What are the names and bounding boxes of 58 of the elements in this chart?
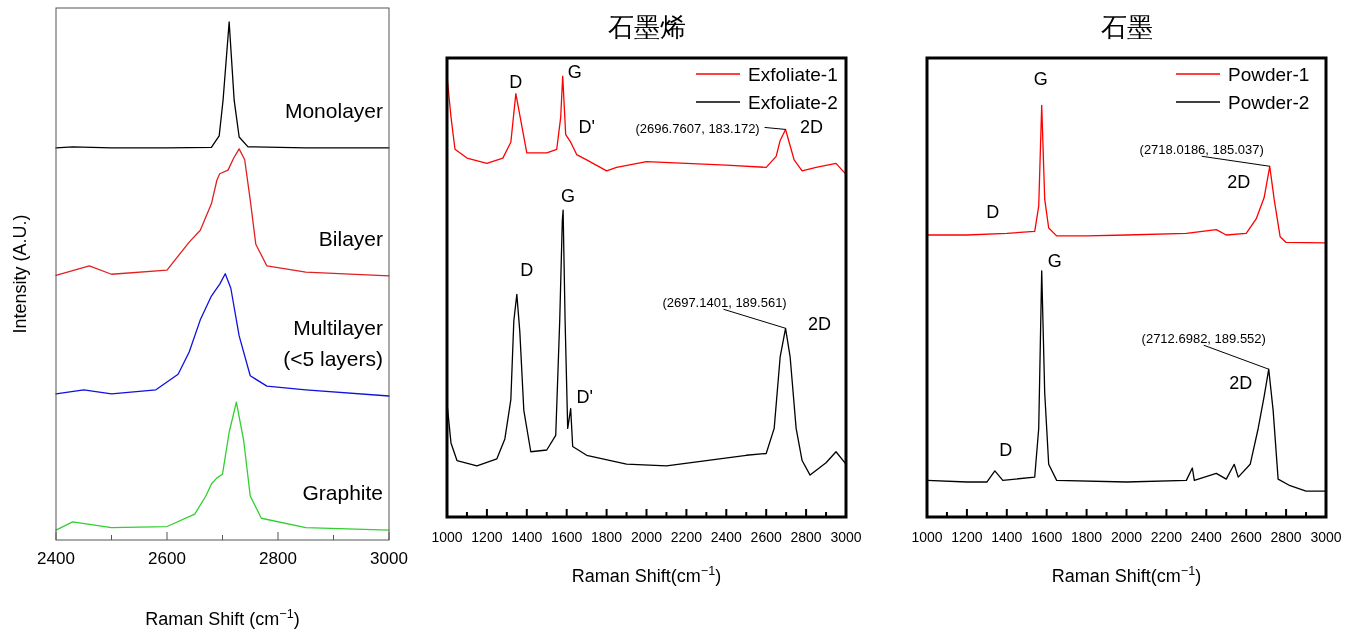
annotation: G <box>1033 69 1048 90</box>
chart-title: 石墨 <box>1100 12 1153 42</box>
legend-label: Exfoliate-2 <box>748 92 838 113</box>
x-tick-label: 2600 <box>750 529 782 545</box>
annotation: D <box>509 71 523 92</box>
x-tick-label: 2400 <box>37 549 75 568</box>
x-tick-label: 1200 <box>951 529 983 545</box>
annotation: D <box>986 202 1000 223</box>
series-label: Graphite <box>302 481 383 505</box>
x-tick-label: 2200 <box>1150 529 1183 545</box>
x-tick-label: 2400 <box>1190 529 1223 545</box>
x-tick-label: 2000 <box>630 529 663 545</box>
series-label: Monolayer <box>284 98 383 122</box>
annotation: D' <box>578 117 595 138</box>
x-tick-label: 1600 <box>1031 529 1063 545</box>
annotation: G <box>567 62 582 83</box>
x-tick-label: 2400 <box>710 529 743 545</box>
x-tick-label: 1800 <box>1071 529 1103 545</box>
legend-label: Powder-2 <box>1228 92 1310 113</box>
annotation: 2D <box>808 314 832 335</box>
x-axis-title: Raman Shift (cm$^{−1}$) <box>145 607 300 629</box>
annotation: D <box>520 260 534 281</box>
x-tick-label: 1000 <box>431 529 463 545</box>
annotation: (2718.0186, 185.037) <box>1139 142 1264 158</box>
annotation: 2D <box>1227 172 1251 193</box>
annotation: (2697.1401, 189.561) <box>662 295 787 311</box>
x-tick-label: 2800 <box>790 529 822 545</box>
annotation: (2696.7607, 183.172) <box>635 121 760 137</box>
chart-title: 石墨烯 <box>607 12 686 42</box>
annotation: D' <box>576 386 593 407</box>
x-tick-label: 3000 <box>1310 529 1342 545</box>
x-tick-label: 2800 <box>259 549 297 568</box>
x-axis-title: Raman Shift(cm$^{−1}$) <box>1051 564 1202 586</box>
x-tick-label: 1800 <box>591 529 623 545</box>
x-tick-label: 2600 <box>148 549 186 568</box>
x-axis-title: Raman Shift(cm$^{−1}$) <box>571 564 722 586</box>
x-tick-label: 1600 <box>551 529 583 545</box>
series-label: Bilayer <box>318 226 383 250</box>
x-tick-label: 2600 <box>1230 529 1262 545</box>
y-axis-title: Intensity (A.U.) <box>10 214 30 334</box>
x-tick-label: 1400 <box>991 529 1023 545</box>
annotation: G <box>561 186 576 207</box>
x-tick-label: 2000 <box>1110 529 1143 545</box>
annotation: 2D <box>800 117 824 138</box>
annotation: 2D <box>1229 373 1253 394</box>
x-tick-label: 3000 <box>830 529 862 545</box>
x-tick-label: 2200 <box>670 529 703 545</box>
annotation: D <box>999 439 1013 460</box>
annotation: G <box>1047 250 1062 271</box>
x-tick-label: 1400 <box>511 529 543 545</box>
legend-label: Exfoliate-1 <box>748 64 838 85</box>
x-tick-label: 3000 <box>370 549 408 568</box>
legend-label: Powder-1 <box>1228 64 1310 85</box>
x-tick-label: 1000 <box>911 529 943 545</box>
series-label: Multilayer (<5 layers) <box>283 315 383 370</box>
x-tick-label: 1200 <box>471 529 503 545</box>
x-tick-label: 2800 <box>1270 529 1302 545</box>
annotation: (2712.6982, 189.552) <box>1141 331 1266 347</box>
